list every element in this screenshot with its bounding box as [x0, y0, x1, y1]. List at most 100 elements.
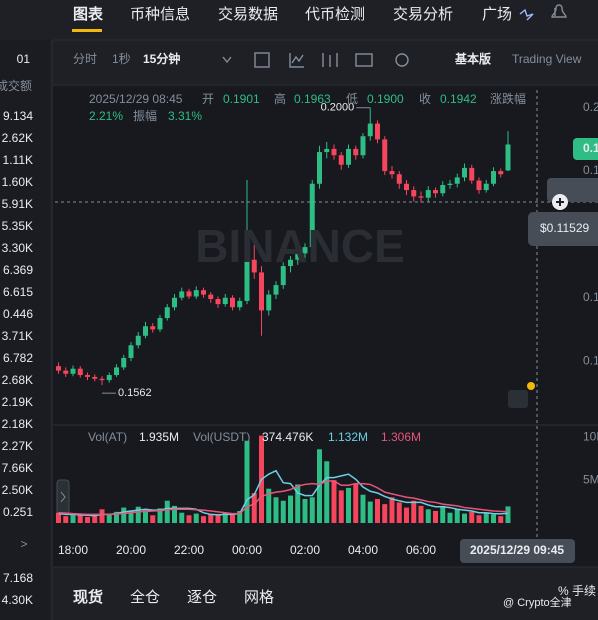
interval-option[interactable]: 1秒 — [112, 52, 131, 66]
candle-body — [505, 144, 511, 171]
candle-body — [92, 376, 98, 379]
credit: @ Crypto全津 — [503, 595, 572, 609]
expand-icon — [60, 491, 66, 503]
volume-bar — [302, 499, 308, 523]
candle-body — [157, 318, 163, 330]
left-value: 6.615 — [3, 285, 33, 299]
bell-icon[interactable] — [551, 4, 567, 18]
candle-body — [143, 326, 148, 336]
candle-body — [164, 307, 170, 319]
volume-bar — [295, 484, 301, 523]
mode-option[interactable]: 基本版 — [454, 51, 491, 66]
candle-body — [389, 171, 395, 175]
volume-bar — [491, 514, 496, 523]
candle-body — [360, 136, 366, 156]
candle-body — [114, 367, 119, 376]
volume-tick-label: 5M — [583, 472, 598, 486]
candle-body — [193, 290, 199, 297]
volume-bar — [396, 502, 402, 523]
left-value: 5.35K — [2, 219, 33, 233]
volume-bar — [425, 509, 431, 523]
x-tick-label: 04:00 — [348, 543, 378, 557]
expand-button[interactable] — [56, 479, 70, 515]
volume-info: Vol(AT) — [88, 430, 127, 444]
candle-body — [433, 190, 438, 194]
ohlc-info: 低 — [346, 92, 358, 106]
volume-bar — [280, 500, 286, 523]
candle-body — [244, 259, 250, 301]
marks: 0.1600 0.1700 0.1900 0.2000 5M 10M 18:00 20:00 2… — [56, 100, 598, 557]
volume-bar — [353, 483, 359, 523]
volume-info: 374.476K — [262, 430, 313, 444]
tool-icon[interactable] — [254, 52, 270, 68]
bottom-tab[interactable]: 现货 — [73, 588, 103, 606]
left-more[interactable]: > — [20, 537, 27, 551]
candle-body — [440, 185, 446, 194]
ohlc-info: 0.1901 — [223, 92, 260, 106]
volume-bar — [404, 507, 409, 523]
left-value: 1.60K — [2, 175, 33, 189]
tab[interactable]: 广场 — [482, 6, 512, 23]
tab[interactable]: 图表 — [73, 5, 104, 23]
interval-option[interactable]: 分时 — [73, 52, 97, 66]
ohlc-info: 0.1900 — [367, 92, 404, 106]
ohlc-info: 0.1942 — [440, 92, 477, 106]
interval-option[interactable]: 15分钟 — [143, 51, 180, 66]
left-value: 9.134 — [3, 109, 33, 123]
volume-bar — [77, 515, 83, 523]
volume-bar — [462, 513, 467, 523]
volume-bar — [447, 512, 453, 523]
tool-icon[interactable] — [355, 53, 373, 67]
bottom-tab[interactable]: 网格 — [244, 589, 274, 606]
y-tick-label: 0.2000 — [583, 100, 598, 114]
volume-bar — [346, 487, 351, 523]
high-marker-label: 0.2000 — [321, 102, 355, 114]
tab[interactable]: 代币检测 — [305, 6, 365, 23]
bottom-tab[interactable]: 全仓 — [130, 588, 160, 606]
volume-bar — [186, 515, 192, 523]
candle-body — [353, 148, 359, 156]
volume-tick-label: 10M — [583, 429, 598, 443]
left-value: 6.369 — [3, 263, 33, 277]
price-badge-label: 0.1942 — [583, 141, 598, 155]
note-button[interactable] — [508, 390, 528, 408]
tool-icon[interactable] — [322, 53, 338, 67]
active-tab-underline — [72, 29, 102, 32]
bottom-tab[interactable]: 逐仓 — [187, 589, 217, 606]
left-value: 0.446 — [3, 307, 33, 321]
volume-ma-line — [58, 469, 509, 517]
dropdown-icon[interactable] — [222, 56, 232, 64]
volume-bar — [505, 506, 511, 523]
tab[interactable]: 币种信息 — [130, 6, 190, 23]
mode-option[interactable]: Trading View — [512, 52, 582, 66]
volume-bar — [382, 504, 388, 523]
volume-bar — [411, 500, 417, 523]
candle-body — [338, 155, 344, 165]
volume-bar — [288, 495, 293, 523]
ohlc-info: 涨跌幅 — [490, 91, 526, 106]
sparkle-icon[interactable] — [519, 8, 534, 21]
volume-bar — [476, 515, 482, 523]
tab[interactable]: 交易数据 — [218, 5, 278, 23]
volume-info: 1.132M — [328, 430, 368, 444]
left-value: 2.27K — [2, 439, 33, 453]
alert-dot — [527, 382, 535, 390]
ohlc-info: 收 — [419, 92, 431, 106]
x-tick-label: 06:00 — [406, 543, 436, 557]
left-strip — [0, 40, 50, 620]
left-header: 01 — [17, 52, 31, 66]
volume-bar — [483, 512, 489, 523]
left-value: 6.782 — [3, 351, 33, 365]
bottom-bar — [53, 570, 598, 620]
tab[interactable]: 交易分析 — [393, 5, 453, 23]
x-tick-label: 22:00 — [174, 543, 204, 557]
tool-icon[interactable] — [289, 53, 304, 68]
tool-icon[interactable] — [395, 53, 409, 67]
volume-bar — [215, 515, 221, 523]
volume-bar — [324, 461, 330, 523]
volume-info: Vol(USDT) — [193, 430, 250, 444]
volume-bar — [309, 497, 315, 523]
volume-bar — [85, 517, 90, 523]
